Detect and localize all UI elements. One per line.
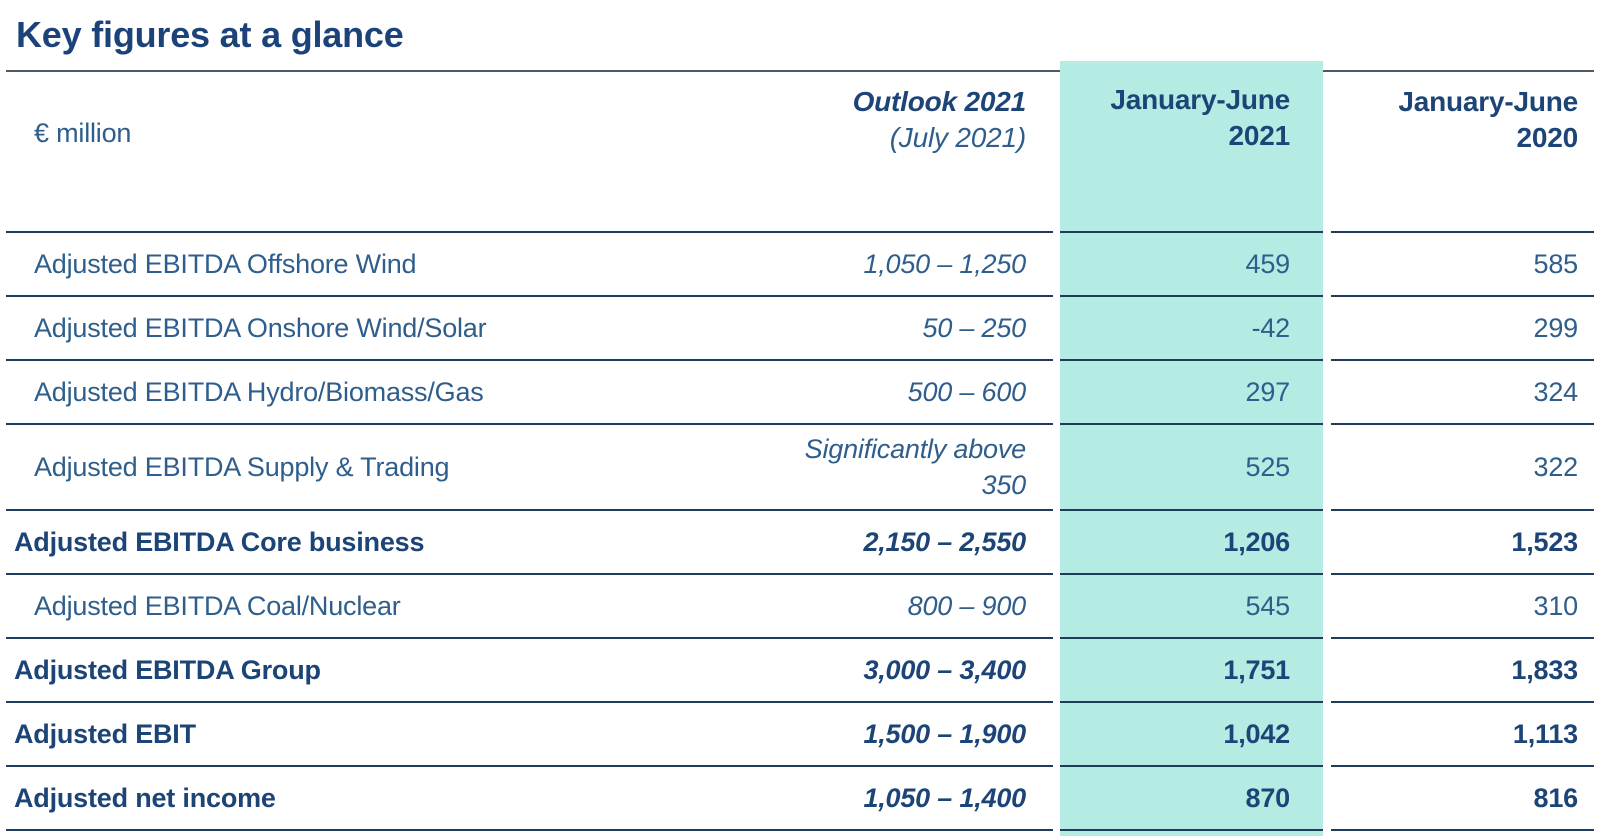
h1-2020-value: 299: [1331, 297, 1594, 361]
column-gap: [1323, 767, 1331, 831]
page-title: Key figures at a glance: [16, 14, 404, 55]
row-label: Adjusted EBITDA Supply & Trading: [6, 425, 666, 511]
h1-2020-value: 322: [1331, 425, 1594, 511]
row-label: Adjusted EBITDA Core business: [6, 511, 666, 575]
key-figures-table: € million Outlook 2021 (July 2021) Janua…: [6, 61, 1594, 836]
outlook-value: 500 – 600: [666, 361, 1053, 425]
h1-2021-value: 1,206: [1060, 511, 1323, 575]
column-gap: [1053, 575, 1060, 639]
h1-2020-header-line1: January-June: [1398, 86, 1578, 117]
column-gap: [1323, 233, 1331, 297]
table-header-row: € million Outlook 2021 (July 2021) Janua…: [6, 70, 1594, 233]
h1-2020-value: 1,113: [1331, 703, 1594, 767]
table-row: Adjusted EBITDA Core business 2,150 – 2,…: [6, 511, 1594, 575]
outlook-value: 1,050 – 1,400: [666, 767, 1053, 831]
column-gap: [1053, 361, 1060, 425]
column-gap: [1053, 767, 1060, 831]
h1-2021-value: 870: [1060, 767, 1323, 831]
table-row: Adjusted EBITDA Group 3,000 – 3,400 1,75…: [6, 639, 1594, 703]
h1-2021-value: 297: [1060, 361, 1323, 425]
column-gap: [1323, 511, 1331, 575]
column-gap: [1053, 70, 1060, 233]
table-row: Adjusted EBIT 1,500 – 1,900 1,042 1,113: [6, 703, 1594, 767]
h1-2020-header-line2: 2020: [1516, 122, 1579, 153]
column-gap: [1323, 703, 1331, 767]
column-header-outlook-2021: Outlook 2021 (July 2021): [666, 70, 1053, 233]
table-row: Adjusted EBITDA Offshore Wind 1,050 – 1,…: [6, 233, 1594, 297]
h1-2021-value: -42: [1060, 297, 1323, 361]
column-gap: [1053, 233, 1060, 297]
h1-2020-value: 585: [1331, 233, 1594, 297]
h1-2021-value: 459: [1060, 233, 1323, 297]
column-gap: [1053, 297, 1060, 361]
highlight-column-band: [1060, 61, 1323, 836]
column-gap: [1053, 703, 1060, 767]
row-label: Adjusted EBITDA Group: [6, 639, 666, 703]
h1-2020-value: 310: [1331, 575, 1594, 639]
h1-2020-value: 324: [1331, 361, 1594, 425]
table-body: Adjusted EBITDA Offshore Wind 1,050 – 1,…: [6, 233, 1594, 831]
table-row: Adjusted EBITDA Coal/Nuclear 800 – 900 5…: [6, 575, 1594, 639]
unit-label: € million: [6, 70, 666, 233]
outlook-value: 3,000 – 3,400: [666, 639, 1053, 703]
outlook-value: 800 – 900: [666, 575, 1053, 639]
column-gap: [1323, 361, 1331, 425]
column-gap: [1053, 511, 1060, 575]
table-row: Adjusted EBITDA Supply & Trading Signifi…: [6, 425, 1594, 511]
column-gap: [1323, 575, 1331, 639]
h1-2020-value: 816: [1331, 767, 1594, 831]
column-gap: [1323, 70, 1331, 233]
h1-2021-value: 525: [1060, 425, 1323, 511]
row-label: Adjusted EBITDA Onshore Wind/Solar: [6, 297, 666, 361]
row-label: Adjusted EBIT: [6, 703, 666, 767]
table-row: Adjusted EBITDA Onshore Wind/Solar 50 – …: [6, 297, 1594, 361]
h1-2021-value: 1,042: [1060, 703, 1323, 767]
column-gap: [1323, 639, 1331, 703]
column-gap: [1053, 425, 1060, 511]
outlook-value: 1,500 – 1,900: [666, 703, 1053, 767]
column-header-jan-june-2021: January-June 2021: [1060, 70, 1323, 233]
outlook-value: 2,150 – 2,550: [666, 511, 1053, 575]
row-label: Adjusted EBITDA Hydro/Biomass/Gas: [6, 361, 666, 425]
outlook-value: 50 – 250: [666, 297, 1053, 361]
column-gap: [1053, 639, 1060, 703]
h1-2020-value: 1,833: [1331, 639, 1594, 703]
row-label: Adjusted EBITDA Offshore Wind: [6, 233, 666, 297]
h1-2021-header-line1: January-June: [1110, 84, 1290, 115]
column-gap: [1323, 425, 1331, 511]
h1-2020-value: 1,523: [1331, 511, 1594, 575]
table-row: Adjusted net income 1,050 – 1,400 870 81…: [6, 767, 1594, 831]
table-row: Adjusted EBITDA Hydro/Biomass/Gas 500 – …: [6, 361, 1594, 425]
row-label: Adjusted net income: [6, 767, 666, 831]
row-label: Adjusted EBITDA Coal/Nuclear: [6, 575, 666, 639]
column-header-jan-june-2020: January-June 2020: [1331, 70, 1594, 233]
h1-2021-value: 545: [1060, 575, 1323, 639]
h1-2021-header-line2: 2021: [1228, 120, 1291, 151]
outlook-value: Significantly above 350: [666, 425, 1053, 511]
column-gap: [1323, 297, 1331, 361]
outlook-header-line1: Outlook 2021: [852, 86, 1027, 117]
h1-2021-value: 1,751: [1060, 639, 1323, 703]
outlook-value: 1,050 – 1,250: [666, 233, 1053, 297]
outlook-header-line2: (July 2021): [889, 122, 1027, 153]
